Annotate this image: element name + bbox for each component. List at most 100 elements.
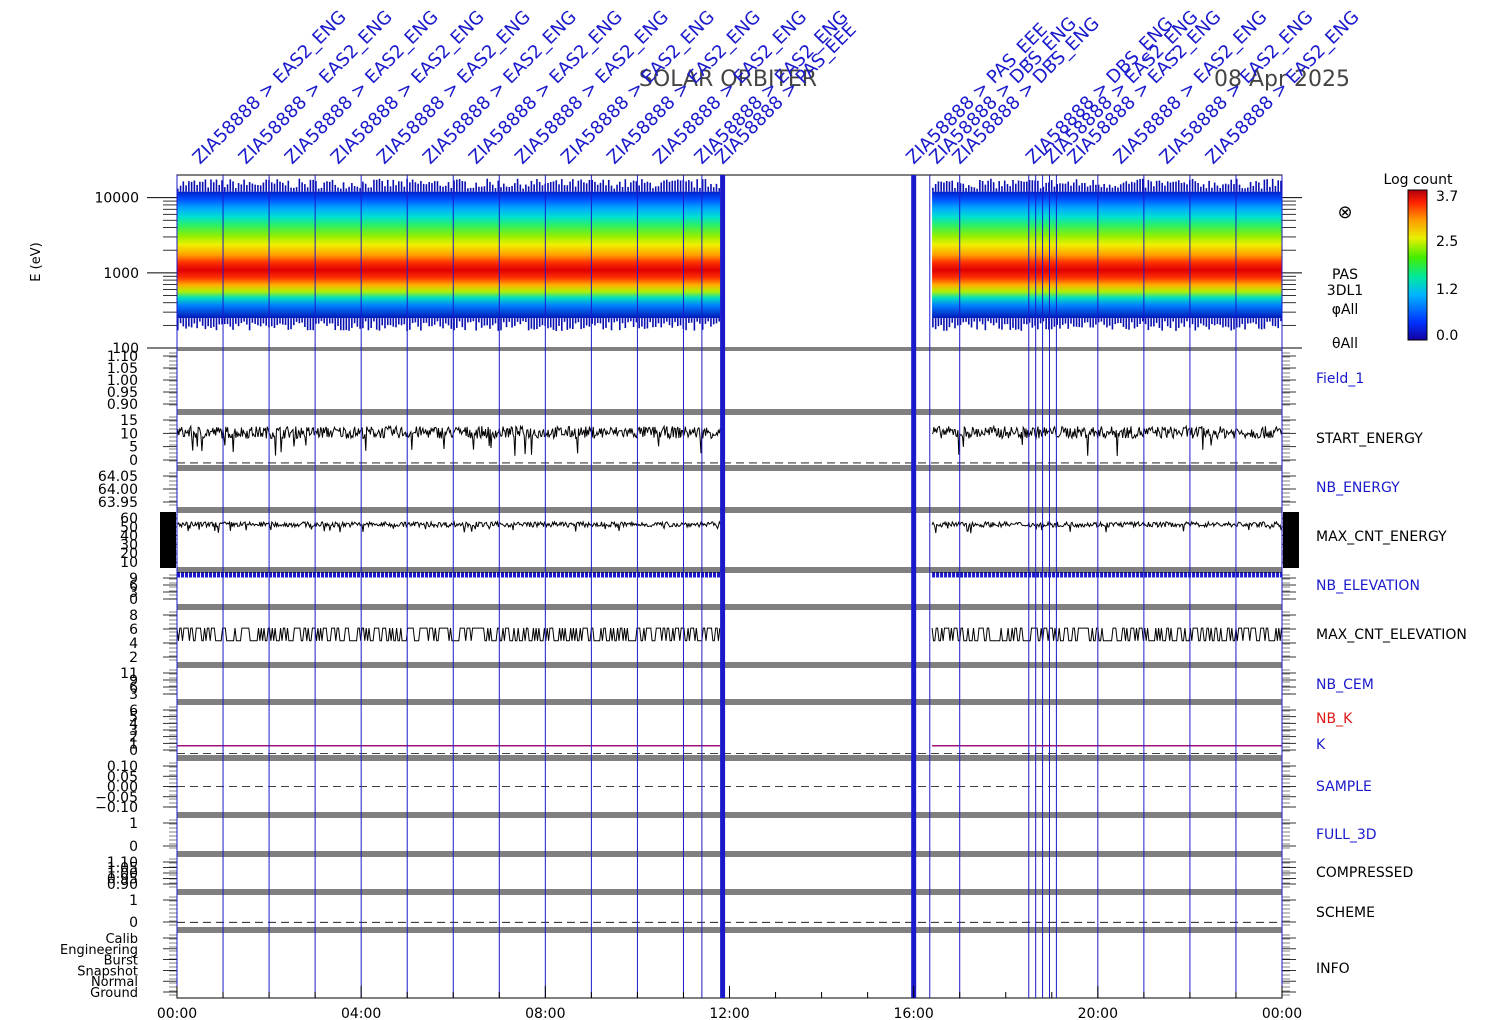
panel-tick-label: 63.95 <box>98 495 138 511</box>
spectrogram-edge <box>1247 187 1249 192</box>
param-label: MAX_CNT_ENERGY <box>1316 529 1447 545</box>
spectrogram-edge <box>1139 179 1141 192</box>
spectrogram-tick-label: 100 <box>112 341 139 357</box>
spectrogram-edge <box>712 318 715 325</box>
panel-frame <box>176 893 1283 929</box>
spectrogram-edge <box>1150 318 1152 327</box>
spectrogram-edge <box>505 318 508 328</box>
spectrogram-edge <box>1153 318 1155 327</box>
spectrogram-edge <box>932 187 934 192</box>
panel-edge-block <box>160 512 176 568</box>
param-label: START_ENERGY <box>1316 431 1423 447</box>
spectrogram-edge <box>207 187 209 192</box>
spectrogram-edge <box>257 318 259 326</box>
spectrogram-edge <box>339 188 342 192</box>
spectrogram-edge <box>690 181 693 192</box>
spectrogram-edge <box>1045 182 1047 192</box>
spectrogram-edge <box>1216 318 1219 324</box>
spectrogram-edge <box>1142 178 1144 192</box>
spectrogram-edge <box>395 185 397 192</box>
spectrogram-edge <box>229 179 232 192</box>
panel-tick-label: −0.05 <box>95 790 138 806</box>
panel-tick-label: 15 <box>120 413 138 429</box>
panel-tick-label: 60 <box>120 511 138 527</box>
spectrogram-edge <box>1114 185 1117 192</box>
spectrogram-edge <box>185 318 187 329</box>
spectrogram-edge <box>1222 318 1224 328</box>
panel-frame <box>176 855 1283 891</box>
spectrogram-edge <box>337 318 339 326</box>
spectrogram-edge <box>715 318 718 324</box>
spectrogram-edge <box>715 183 718 192</box>
spectrogram-edge <box>1191 318 1194 325</box>
panel-trace <box>931 520 1283 534</box>
spectrogram-edge <box>392 179 395 192</box>
spectrogram-edge <box>1050 180 1053 192</box>
panel-tick-label: 0.90 <box>107 877 138 893</box>
spectrogram-edge <box>290 187 292 192</box>
spectrogram-edge <box>1009 318 1012 330</box>
time-tick-label: 00:00 <box>157 1006 197 1020</box>
spectrogram-edge <box>552 318 555 330</box>
spectrogram-edge <box>1001 186 1003 192</box>
spectrogram-edge <box>1219 187 1221 192</box>
panel-tick-label: 0 <box>129 839 138 855</box>
spectrogram-edge <box>652 188 654 192</box>
spectrogram-edge <box>420 318 422 331</box>
spectrogram-edge <box>943 318 945 331</box>
spectrogram-edge <box>1258 182 1260 192</box>
spectrogram-edge <box>547 318 549 329</box>
spectrogram-edge <box>1111 318 1114 330</box>
spectrogram-edge <box>588 318 591 327</box>
spectrogram-edge <box>635 318 638 323</box>
spectrogram-edge <box>1142 318 1144 322</box>
spectrogram-edge <box>621 186 624 192</box>
spectrogram-edge <box>489 181 491 192</box>
spectrogram-edge <box>671 180 674 192</box>
spectrogram-edge <box>223 318 226 325</box>
spectrogram-edge <box>970 186 973 192</box>
spectrogram-edge <box>370 318 372 328</box>
spectrogram-edge <box>973 318 976 322</box>
spectrogram-edge <box>1067 181 1070 192</box>
spectrogram-edge <box>1208 180 1210 192</box>
spectrogram-edge <box>293 187 295 192</box>
spectrogram-edge <box>1216 185 1219 192</box>
spectrogram-edge <box>1086 318 1089 323</box>
time-axis: 00:00 04:00 08:00 12:00 16:00 20:00 00:00 <box>157 986 1302 1020</box>
pas-label: θAll <box>1332 336 1358 352</box>
spectrogram-edge <box>1095 184 1097 192</box>
spectrogram-edge <box>508 318 511 322</box>
spectrogram-edge <box>1059 183 1061 192</box>
spectrogram-edge <box>1042 186 1045 192</box>
spectrogram: E (eV) 100 1000 10000 <box>29 174 1302 357</box>
panel-tick-label: 1.10 <box>107 349 138 365</box>
spectrogram-edge <box>1053 318 1056 327</box>
spectrogram-edge <box>1277 180 1279 192</box>
spectrogram-edge <box>367 318 370 331</box>
spectrogram-edge <box>196 184 198 192</box>
spectrogram-edge <box>196 318 198 329</box>
spectrogram-edge <box>1092 179 1094 192</box>
spectrogram-edge <box>1224 318 1227 327</box>
spectrogram-edge <box>458 179 461 192</box>
spectrogram-edge <box>976 318 978 330</box>
spectrogram-edge <box>1089 185 1092 192</box>
spectrogram-edge <box>259 185 262 192</box>
spectrogram-edge <box>959 318 962 325</box>
spectrogram-edge <box>577 318 580 323</box>
spectrogram-edge <box>356 318 359 327</box>
panel-tick-label: 10 <box>120 555 138 571</box>
spectrogram-edge <box>970 318 973 328</box>
panel-tick-label: 2 <box>129 730 138 746</box>
spectrogram-edge <box>411 179 414 192</box>
spectrogram-edge <box>478 318 480 323</box>
spectrogram-edge <box>273 183 276 192</box>
spectrogram-edge <box>179 185 182 192</box>
spectrogram-edge <box>472 187 475 192</box>
spectrogram-edge <box>1191 178 1194 192</box>
spectrogram-edge <box>199 181 201 192</box>
spectrogram-edge <box>1064 183 1067 192</box>
